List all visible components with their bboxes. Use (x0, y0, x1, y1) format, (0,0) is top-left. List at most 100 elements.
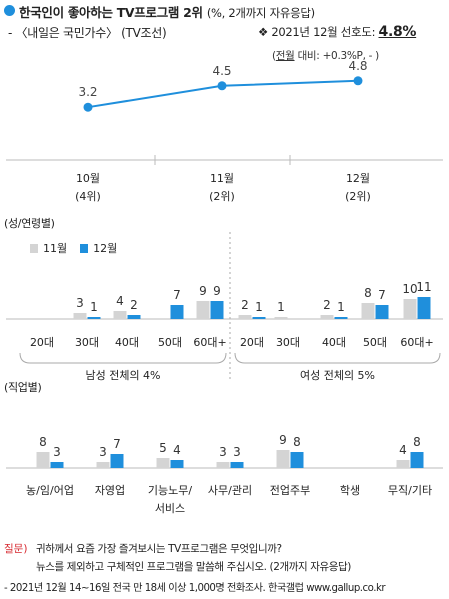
occupation-bar-label: 3 (99, 445, 107, 459)
change-note: (전월 대비: +0.3%P, - ) (272, 50, 379, 62)
occupation-bar-curr (110, 454, 124, 468)
gender-age-bar-label: 1 (255, 300, 263, 314)
trend-data-label: 3.2 (78, 85, 97, 99)
gender-age-bar-label: 2 (241, 298, 249, 312)
gender-age-bar-prev (403, 299, 417, 319)
gender-age-x-tick-label: 20대 (30, 336, 54, 349)
gender-age-x-tick-label: 30대 (276, 336, 300, 349)
occupation-bar-label: 8 (293, 435, 301, 449)
occupation-x-tick-label: 전업주부 (270, 484, 310, 497)
occupation-bar-label: 8 (413, 435, 421, 449)
question-line-1: 귀하께서 요즘 가장 즐겨보시는 TV프로그램은 무엇입니까? (36, 543, 282, 555)
occupation-bar-prev (216, 462, 230, 468)
occupation-bar-label: 4 (399, 443, 407, 457)
gender-age-bar-prev (238, 315, 252, 319)
occupation-bar-curr (50, 462, 64, 468)
trend-data-label: 4.8 (348, 59, 367, 73)
occupation-bar-curr (290, 452, 304, 468)
trend-x-rank-label: (4위) (75, 190, 101, 203)
gender-age-bar-label: 1 (277, 300, 285, 314)
occupation-x-tick-label: 기능노무/ (148, 484, 192, 497)
legend: 11월 12월 (30, 240, 117, 256)
legend-prev-label: 11월 (43, 242, 68, 255)
gender-age-section-label: (성/연령별) (4, 217, 55, 230)
trend-point (217, 81, 227, 91)
gender-age-bar-label: 3 (76, 296, 84, 310)
gender-age-x-tick-label: 40대 (115, 336, 139, 349)
gender-group-bracket (19, 352, 227, 364)
legend-curr-swatch (80, 243, 89, 253)
gender-age-bar-label: 4 (116, 294, 124, 308)
gender-age-x-tick-label: 30대 (75, 336, 99, 349)
gender-age-bar-label: 2 (130, 298, 138, 312)
gender-age-bar-curr (252, 317, 266, 319)
trend-data-label: 4.5 (212, 64, 231, 78)
gender-group-label: 남성 전체의 4% (85, 369, 160, 382)
preference-line: ❖ 2021년 12월 선호도: 4.8% (258, 24, 416, 40)
gender-age-bar-label: 10 (402, 282, 417, 296)
gender-age-bar-label: 1 (90, 300, 98, 314)
title-bullet-icon (4, 5, 15, 16)
occupation-bar-curr (230, 462, 244, 468)
occupation-bar-prev (276, 450, 290, 468)
occupation-bar-curr (410, 452, 424, 468)
gender-group-label: 여성 전체의 5% (300, 369, 375, 382)
gender-age-bar-curr (87, 317, 101, 319)
trend-x-tick-label: 11월 (210, 172, 234, 185)
trend-x-rank-label: (2위) (345, 190, 371, 203)
occupation-x-tick-label: 사무/관리 (208, 484, 252, 497)
occupation-bar-label: 5 (159, 441, 167, 455)
gender-age-bar-label: 8 (364, 286, 372, 300)
source-note: - 2021년 12월 14~16일 전국 만 18세 이상 1,000명 전화… (4, 583, 386, 594)
gender-age-bar-curr (170, 305, 184, 319)
gender-age-bar-label: 2 (323, 298, 331, 312)
legend-curr-label: 12월 (93, 242, 118, 255)
gender-age-bar-curr (417, 297, 431, 319)
occupation-bar-prev (156, 458, 170, 468)
gender-age-bar-curr (210, 301, 224, 319)
occupation-bar-curr (170, 460, 184, 468)
occupation-section-label: (직업별) (4, 381, 42, 394)
gender-age-bar-label: 9 (213, 284, 221, 298)
legend-prev-swatch (30, 243, 38, 253)
gender-age-bar-label: 9 (199, 284, 207, 298)
gender-age-x-tick-label: 50대 (363, 336, 387, 349)
gender-age-bar-curr (375, 305, 389, 319)
gender-age-bar-label: 7 (173, 288, 181, 302)
gender-age-x-tick-label: 20대 (240, 336, 264, 349)
gender-age-bar-curr (127, 315, 141, 319)
occupation-bar-prev (36, 452, 50, 468)
trend-point (83, 102, 93, 112)
occupation-bar-label: 8 (39, 435, 47, 449)
trend-point (353, 76, 363, 86)
question-line-2: 뉴스를 제외하고 구체적인 프로그램을 말씀해 주십시오. (2개까지 자유응답… (36, 561, 351, 573)
occupation-x-tick-label: 무직/기타 (388, 484, 432, 497)
gender-age-bar-prev (113, 311, 127, 319)
gender-age-x-tick-label: 50대 (158, 336, 182, 349)
gender-group-bracket (234, 352, 441, 364)
trend-x-rank-label: (2위) (209, 190, 235, 203)
occupation-bar-label: 9 (279, 433, 287, 447)
occupation-x-tick-label: 농/임/어업 (26, 484, 74, 497)
gender-age-bar-prev (274, 317, 288, 319)
gender-age-bar-prev (73, 313, 87, 319)
occupation-bar-label: 3 (219, 445, 227, 459)
gender-age-x-tick-label: 60대+ (193, 336, 226, 349)
gender-age-bar-label: 1 (337, 300, 345, 314)
gender-age-bar-prev (361, 303, 375, 319)
trend-x-tick-label: 12월 (346, 172, 370, 185)
gender-age-x-tick-label: 40대 (322, 336, 346, 349)
chart-title: 한국인이 좋아하는 TV프로그램 2위 (%, 2개까지 자유응답) (19, 5, 315, 20)
gender-age-bar-prev (196, 301, 210, 319)
occupation-bar-prev (396, 460, 410, 468)
occupation-x-tick-label: 자영업 (95, 484, 125, 497)
question-label: 질문) (4, 543, 28, 555)
occupation-bar-label: 3 (233, 445, 241, 459)
chart-subtitle: - 〈내일은 국민가수〉 (TV조선) (8, 26, 167, 40)
title-note: (%, 2개까지 자유응답) (206, 6, 315, 20)
preference-label: ❖ 2021년 12월 선호도: (258, 25, 376, 39)
preference-value: 4.8% (378, 24, 417, 40)
occupation-x-tick-label: 서비스 (155, 502, 185, 515)
trend-x-tick-label: 10월 (76, 172, 100, 185)
